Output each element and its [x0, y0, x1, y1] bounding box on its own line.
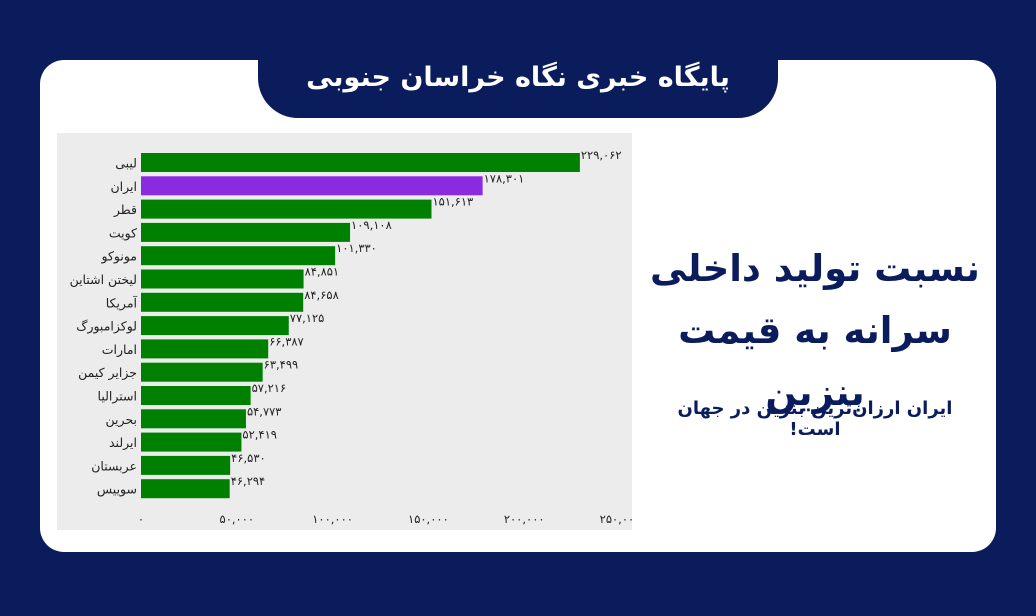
- bar: [141, 409, 246, 428]
- category-label: ایرلند: [109, 435, 137, 451]
- bar: [141, 456, 230, 475]
- value-label: ۱۵۱,۶۱۳: [432, 195, 473, 209]
- category-label: بحرین: [106, 412, 137, 428]
- bar: [141, 433, 241, 452]
- value-label: ۶۶,۳۸۷: [269, 334, 304, 348]
- value-label: ۵۲,۴۱۹: [242, 428, 277, 442]
- category-label: مونوکو: [101, 249, 138, 265]
- category-label: آمریکا: [106, 295, 138, 311]
- value-label: ۴۶,۲۹۴: [231, 474, 266, 488]
- value-label: ۱۷۸,۳۰۱: [484, 171, 525, 185]
- x-tick-label: ۱۰۰,۰۰۰: [312, 512, 353, 526]
- category-label: امارات: [102, 342, 137, 358]
- value-label: ۵۴,۷۷۳: [247, 404, 282, 418]
- value-label: ۸۴,۶۵۸: [304, 288, 339, 302]
- value-label: ۷۷,۱۲۵: [290, 311, 325, 325]
- category-label: قطر: [113, 202, 137, 218]
- value-label: ۸۴,۸۵۱: [305, 265, 340, 279]
- category-label: کویت: [109, 225, 137, 241]
- bar: [141, 223, 350, 242]
- category-label: ایران: [110, 179, 137, 195]
- x-tick-label: ۲۵۰,۰۰۰: [600, 512, 632, 526]
- value-label: ۱۰۱,۳۳۰: [336, 241, 377, 255]
- category-label: جزایر کیمن: [78, 365, 137, 381]
- bar: [141, 316, 289, 335]
- bar: [141, 200, 431, 219]
- x-tick-label: ۲۰۰,۰۰۰: [504, 512, 545, 526]
- chart-panel: لیبی ۲۲۹,۰۶۲ ایران ۱۷۸,۳۰۱ قطر ۱۵۱,۶۱۳ کویت ۱۰۹…: [57, 133, 632, 530]
- bar: [141, 176, 483, 195]
- bar: [141, 479, 230, 498]
- category-label: لیختن اشتاین: [70, 272, 137, 288]
- x-tick-label: ۰: [138, 512, 144, 526]
- category-label: لوکزامبورگ: [76, 319, 137, 335]
- value-label: ۶۳,۴۹۹: [264, 358, 299, 372]
- bar: [141, 363, 263, 382]
- value-label: ۲۲۹,۰۶۲: [581, 148, 622, 162]
- site-title: پایگاه خبری نگاه خراسان جنوبی: [258, 48, 778, 108]
- category-label: استرالیا: [98, 389, 137, 405]
- subline: ایران ارزان‌ترین بنزین در جهان است!: [650, 398, 980, 440]
- value-label: ۱۰۹,۱۰۸: [351, 218, 392, 232]
- headline-line-1: نسبت تولید داخلی: [650, 238, 980, 300]
- value-label: ۵۷,۲۱۶: [252, 381, 287, 395]
- category-label: لیبی: [115, 156, 137, 171]
- bar: [141, 293, 303, 312]
- bar: [141, 246, 335, 265]
- headline: نسبت تولید داخلی سرانه به قیمت بنزین: [650, 238, 980, 424]
- bar: [141, 153, 580, 172]
- value-label: ۴۶,۵۳۰: [231, 451, 266, 465]
- category-label: عربستان: [91, 458, 137, 474]
- x-tick-label: ۵۰,۰۰۰: [220, 512, 255, 526]
- bar: [141, 270, 304, 289]
- bar: [141, 339, 268, 358]
- x-tick-label: ۱۵۰,۰۰۰: [408, 512, 449, 526]
- category-label: سوییس: [97, 482, 137, 498]
- bar-chart: لیبی ۲۲۹,۰۶۲ ایران ۱۷۸,۳۰۱ قطر ۱۵۱,۶۱۳ کویت ۱۰۹…: [57, 133, 632, 530]
- bar: [141, 386, 251, 405]
